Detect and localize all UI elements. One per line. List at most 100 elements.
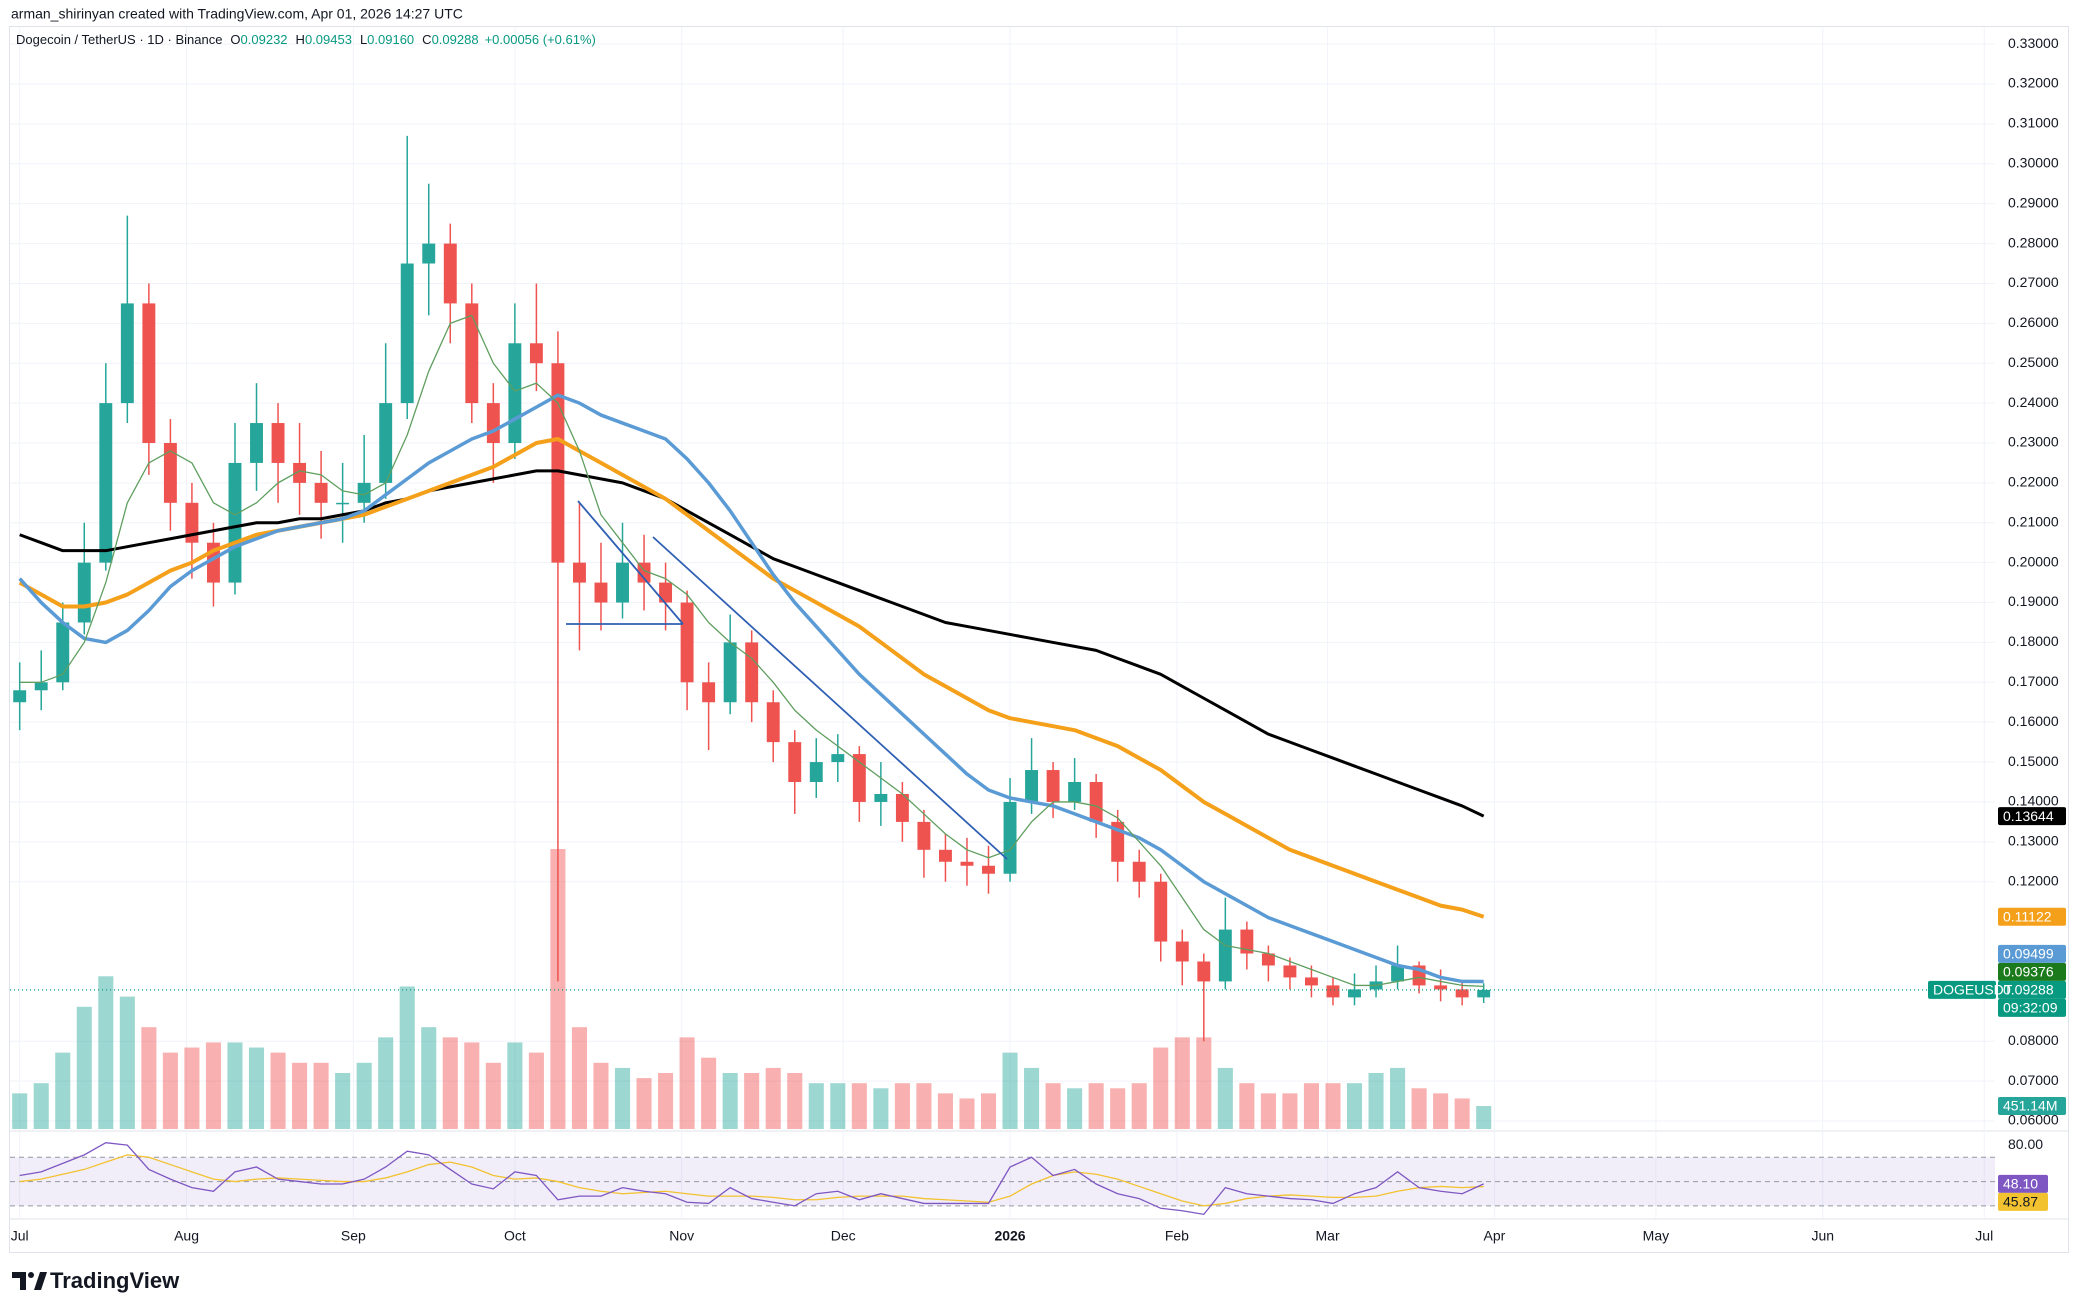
volume-bar (787, 1073, 803, 1129)
symbol-title: Dogecoin / TetherUS · 1D · Binance (16, 32, 222, 47)
volume-bar (162, 1052, 178, 1129)
legend-key: L (360, 32, 367, 47)
candle-body (120, 303, 134, 404)
countdown-tag-bg (1998, 998, 2066, 1017)
candle-body (1154, 881, 1168, 942)
y-tick-label: 0.23000 (2008, 434, 2059, 450)
y-tick-label: 0.22000 (2008, 474, 2059, 490)
candle-body (917, 821, 931, 850)
volume-bar (1346, 1083, 1363, 1129)
last-price-tag-bg (1998, 980, 2066, 999)
rsi-ma-tag-bg (1998, 1192, 2048, 1211)
candle-body (938, 849, 952, 862)
volume-bar (550, 849, 566, 1129)
logo-mark (12, 1272, 26, 1290)
ma-tag: 0.13644 (2003, 808, 2054, 824)
y-tick-label: 0.29000 (2008, 194, 2059, 210)
candle-body (1434, 985, 1448, 990)
y-tick-label: 0.27000 (2008, 274, 2059, 290)
y-tick-label: 0.06000 (2008, 1112, 2059, 1128)
volume-bar (378, 1037, 394, 1129)
volume-bar (507, 1042, 523, 1129)
volume-bar (356, 1062, 372, 1129)
x-tick-label: 2026 (994, 1228, 1025, 1244)
legend-key: C (422, 32, 431, 47)
candle-body (831, 754, 845, 763)
y-tick-label: 0.07000 (2008, 1072, 2059, 1088)
volume-bar (830, 1083, 846, 1129)
volume-bar (765, 1067, 781, 1129)
volume-bar (1024, 1067, 1040, 1129)
legend-value: 0.09160 (367, 32, 414, 47)
ma-tag-bg (1998, 944, 2066, 963)
volume-bar (1368, 1073, 1384, 1129)
volume-bar (119, 996, 135, 1129)
y-tick-label: 0.20000 (2008, 553, 2059, 569)
candle-body (1240, 929, 1254, 954)
countdown-tag: 09:32:09 (2003, 1000, 2058, 1016)
legend: Dogecoin / TetherUS · 1D · Binance O0.092… (16, 32, 596, 47)
volume-bar (701, 1057, 717, 1129)
candle-body (745, 642, 759, 703)
x-tick-label: Aug (174, 1228, 199, 1244)
volume-bar (959, 1098, 975, 1129)
candle-body (99, 403, 113, 563)
candle-body (551, 363, 565, 563)
ma-tag: 0.11122 (2003, 908, 2052, 924)
volume-bar (722, 1073, 738, 1129)
volume-bar (313, 1062, 329, 1129)
x-tick-label: Nov (669, 1228, 694, 1244)
volume-tag: 451.14M (2003, 1098, 2057, 1114)
y-tick-label: 0.17000 (2008, 673, 2059, 689)
volume-bar (1454, 1098, 1470, 1129)
candle-body (788, 742, 802, 783)
volume-bar (1217, 1067, 1233, 1129)
moving-average (19, 314, 1484, 988)
candle-body (874, 793, 888, 802)
x-tick-label: Jul (1975, 1228, 1993, 1244)
moving-average (18, 393, 1484, 984)
volume-bar (744, 1073, 760, 1129)
symbol-tag-bg (1928, 980, 1996, 999)
y-tick-label: 0.16000 (2008, 713, 2059, 729)
candle-body (895, 793, 909, 822)
candle-body (1197, 961, 1211, 982)
candle-body (34, 682, 48, 691)
volume-bar (270, 1052, 286, 1129)
volume-bar (1239, 1083, 1255, 1129)
moving-average (19, 469, 1485, 818)
candle-body (486, 403, 500, 443)
volume-bar (1390, 1067, 1406, 1129)
y-tick-label: 0.08000 (2008, 1032, 2059, 1048)
x-tick-label: Feb (1165, 1228, 1189, 1244)
volume-bar (421, 1027, 437, 1129)
x-tick-label: Dec (831, 1228, 856, 1244)
volume-bar (227, 1042, 243, 1129)
rsi-line (19, 1142, 1484, 1216)
candle-body (982, 865, 995, 874)
credit: arman_shirinyan created with TradingView… (11, 6, 463, 22)
candle-body (250, 423, 263, 463)
x-tick-label: Oct (504, 1228, 526, 1244)
volume-bar (1002, 1052, 1018, 1129)
candle-body (1175, 941, 1189, 962)
volume-bar (1088, 1083, 1104, 1129)
y-tick-label: 0.26000 (2008, 314, 2059, 330)
volume-bar (1325, 1083, 1341, 1129)
volume-bar (636, 1078, 652, 1129)
logo-mark (34, 1272, 47, 1290)
candle-body (637, 562, 651, 583)
volume-bar (873, 1088, 889, 1129)
volume-bar (679, 1037, 695, 1129)
price-pane (10, 135, 1995, 1216)
trendline (577, 500, 684, 625)
volume-bar (1433, 1093, 1449, 1129)
volume-bar (980, 1093, 997, 1129)
chart-frame (9, 26, 2069, 1253)
candle-body (1326, 985, 1340, 998)
brand-logo: TradingView (12, 1268, 180, 1293)
candle-body (314, 482, 328, 503)
volume-bar (1110, 1088, 1126, 1129)
